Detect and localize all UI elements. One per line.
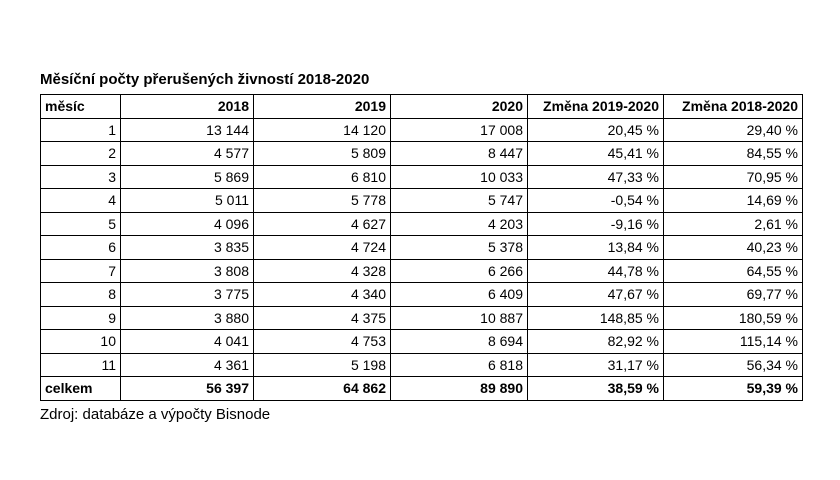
cell-change-2018-2020: 180,59 % <box>663 305 803 330</box>
cell-2019: 4 340 <box>253 282 391 307</box>
cell-month: 3 <box>40 164 121 189</box>
header-change-2019-2020: Změna 2019-2020 <box>527 94 664 119</box>
cell-month: 6 <box>40 235 121 260</box>
cell-2020: 5 747 <box>390 188 528 213</box>
header-2019: 2019 <box>253 94 391 119</box>
cell-2018: 13 144 <box>120 117 254 142</box>
cell-change-2019-2020: 31,17 % <box>527 352 664 377</box>
header-month: měsíc <box>40 94 121 119</box>
cell-change-2018-2020: 70,95 % <box>663 164 803 189</box>
cell-change-2019-2020: 47,33 % <box>527 164 664 189</box>
cell-2020: 6 409 <box>390 282 528 307</box>
cell-2020: 6 818 <box>390 352 528 377</box>
source-note: Zdroj: databáze a výpočty Bisnode <box>40 406 271 423</box>
cell-change-2018-2020: 84,55 % <box>663 141 803 166</box>
cell-change-2018-2020: 14,69 % <box>663 188 803 213</box>
cell-month: 5 <box>40 211 121 236</box>
cell-2019: 4 753 <box>253 329 391 354</box>
cell-2020: 5 378 <box>390 235 528 260</box>
cell-2020: 6 266 <box>390 258 528 283</box>
cell-2018: 3 808 <box>120 258 254 283</box>
total-change-2019-2020: 38,59 % <box>527 376 664 401</box>
cell-2019: 4 627 <box>253 211 391 236</box>
cell-2020: 10 887 <box>390 305 528 330</box>
table-row: 11 4 361 5 198 6 818 31,17 % 56,34 % <box>40 352 803 377</box>
cell-change-2018-2020: 64,55 % <box>663 258 803 283</box>
header-2018: 2018 <box>120 94 254 119</box>
cell-change-2019-2020: 13,84 % <box>527 235 664 260</box>
cell-2020: 8 447 <box>390 141 528 166</box>
cell-2020: 17 008 <box>390 117 528 142</box>
cell-2019: 14 120 <box>253 117 391 142</box>
cell-month: 10 <box>40 329 121 354</box>
cell-change-2019-2020: 82,92 % <box>527 329 664 354</box>
cell-change-2019-2020: -9,16 % <box>527 211 664 236</box>
table-row: 10 4 041 4 753 8 694 82,92 % 115,14 % <box>40 329 803 354</box>
cell-month: 9 <box>40 305 121 330</box>
cell-2018: 5 869 <box>120 164 254 189</box>
cell-2018: 3 775 <box>120 282 254 307</box>
table-title: Měsíční počty přerušených živností 2018-… <box>40 71 370 88</box>
cell-change-2019-2020: 45,41 % <box>527 141 664 166</box>
total-2018: 56 397 <box>120 376 254 401</box>
cell-change-2019-2020: -0,54 % <box>527 188 664 213</box>
cell-month: 11 <box>40 352 121 377</box>
cell-2018: 4 096 <box>120 211 254 236</box>
header-row: měsíc 2018 2019 2020 Změna 2019-2020 Změ… <box>40 94 803 119</box>
cell-change-2018-2020: 69,77 % <box>663 282 803 307</box>
cell-change-2018-2020: 40,23 % <box>663 235 803 260</box>
total-row: celkem 56 397 64 862 89 890 38,59 % 59,3… <box>40 376 803 401</box>
cell-2018: 3 835 <box>120 235 254 260</box>
cell-change-2018-2020: 2,61 % <box>663 211 803 236</box>
cell-2019: 5 198 <box>253 352 391 377</box>
cell-month: 8 <box>40 282 121 307</box>
cell-change-2019-2020: 44,78 % <box>527 258 664 283</box>
table-body: 1 13 144 14 120 17 008 20,45 % 29,40 % 2 4 577 5… <box>40 117 803 377</box>
cell-2019: 4 328 <box>253 258 391 283</box>
total-change-2018-2020: 59,39 % <box>663 376 803 401</box>
cell-change-2018-2020: 56,34 % <box>663 352 803 377</box>
total-label: celkem <box>40 376 121 401</box>
cell-month: 4 <box>40 188 121 213</box>
cell-month: 2 <box>40 141 121 166</box>
header-change-2018-2020: Změna 2018-2020 <box>663 94 803 119</box>
total-2019: 64 862 <box>253 376 391 401</box>
data-table: měsíc 2018 2019 2020 Změna 2019-2020 Změ… <box>40 94 803 401</box>
cell-change-2019-2020: 148,85 % <box>527 305 664 330</box>
cell-change-2019-2020: 47,67 % <box>527 282 664 307</box>
cell-2018: 4 041 <box>120 329 254 354</box>
total-2020: 89 890 <box>390 376 528 401</box>
cell-2020: 10 033 <box>390 164 528 189</box>
cell-2018: 3 880 <box>120 305 254 330</box>
cell-2018: 4 361 <box>120 352 254 377</box>
cell-change-2018-2020: 29,40 % <box>663 117 803 142</box>
cell-2019: 5 778 <box>253 188 391 213</box>
cell-2018: 4 577 <box>120 141 254 166</box>
cell-2019: 6 810 <box>253 164 391 189</box>
cell-2019: 4 724 <box>253 235 391 260</box>
header-2020: 2020 <box>390 94 528 119</box>
cell-month: 7 <box>40 258 121 283</box>
cell-2018: 5 011 <box>120 188 254 213</box>
cell-change-2019-2020: 20,45 % <box>527 117 664 142</box>
cell-2019: 4 375 <box>253 305 391 330</box>
cell-2020: 8 694 <box>390 329 528 354</box>
cell-month: 1 <box>40 117 121 142</box>
cell-2019: 5 809 <box>253 141 391 166</box>
cell-2020: 4 203 <box>390 211 528 236</box>
table-row: 1 13 144 14 120 17 008 20,45 % 29,40 % <box>40 117 803 142</box>
cell-change-2018-2020: 115,14 % <box>663 329 803 354</box>
